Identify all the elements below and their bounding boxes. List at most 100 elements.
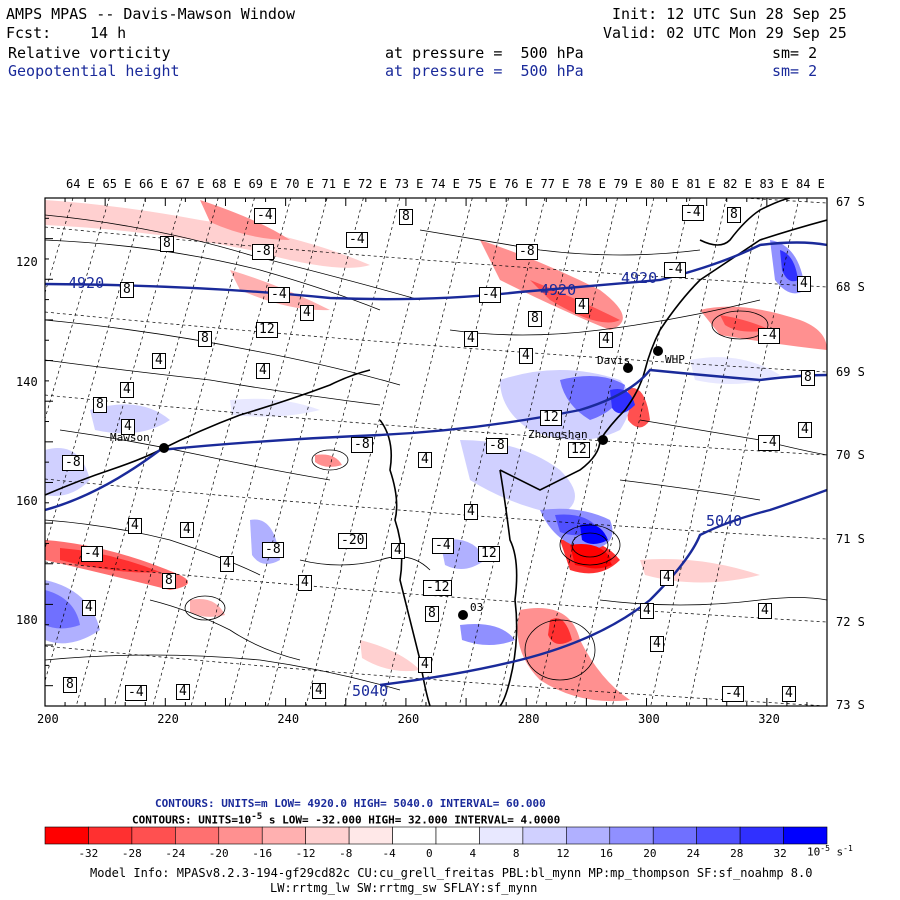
- vorticity-label: 4: [300, 305, 314, 321]
- lon-label: 76 E: [504, 177, 533, 191]
- forecast-hours: 14 h: [90, 24, 127, 42]
- colorbar-tick: -12: [295, 847, 316, 860]
- lon-label: 71 E: [321, 177, 351, 191]
- station-zhongshan-label: Zhongshan: [528, 428, 588, 441]
- colorbar-tick: 16: [599, 847, 614, 860]
- vorticity-label: 8: [162, 573, 176, 589]
- vorticity-label: -8: [351, 437, 373, 453]
- x-tick-label: 300: [638, 712, 660, 726]
- lon-label: 74 E: [431, 177, 460, 191]
- lon-label: 72 E: [358, 177, 387, 191]
- vorticity-label: -4: [125, 685, 147, 701]
- vorticity-label: 4: [640, 603, 654, 619]
- latlon-grid: [45, 198, 827, 706]
- vorticity-label: 12: [478, 546, 500, 562]
- colorbar-tick: 4: [469, 847, 477, 860]
- vorticity-label: 4: [519, 348, 533, 364]
- colorbar-cell: [131, 826, 176, 845]
- vorticity-label: 4: [176, 684, 190, 700]
- contours-vort-prefix: CONTOURS: UNITS=10: [132, 813, 252, 827]
- colorbar-cell: [609, 826, 654, 845]
- x-tick-label: 220: [157, 712, 179, 726]
- vorticity-label: 12: [540, 410, 562, 426]
- vorticity-label: 4: [128, 518, 142, 534]
- colorbar-tick: -20: [208, 847, 229, 860]
- axis-ticks: [44, 197, 828, 707]
- y-tick-label: 140: [16, 375, 38, 389]
- station-03-dot: [458, 610, 468, 620]
- vorticity-label: 8: [801, 370, 815, 386]
- vorticity-label: 8: [425, 606, 439, 622]
- field1-level: at pressure = 500 hPa: [385, 44, 584, 62]
- vorticity-label: -8: [62, 455, 84, 471]
- contours-vort-exp: -5: [251, 811, 263, 822]
- colorbar-units-base: 10: [807, 845, 821, 859]
- vorticity-label: 4: [797, 276, 811, 292]
- station-whp-label: WHP: [665, 353, 685, 366]
- vorticity-label: 4: [82, 600, 96, 616]
- colorbar-tick: -24: [165, 847, 186, 860]
- lat-label: 68 S: [836, 280, 865, 294]
- lon-label: 80 E: [650, 177, 679, 191]
- lon-label: 79 E: [613, 177, 643, 191]
- x-tick-label: 200: [37, 712, 59, 726]
- vorticity-label: 4: [418, 452, 432, 468]
- colorbar-cell: [522, 826, 567, 845]
- vorticity-label: -4: [758, 328, 780, 344]
- vorticity-label: 4: [391, 543, 405, 559]
- vorticity-label: 4: [418, 657, 432, 673]
- lon-label: 81 E: [686, 177, 716, 191]
- lat-label: 67 S: [836, 195, 865, 209]
- plot-frame: [44, 197, 828, 707]
- colorbar-cell: [305, 826, 350, 845]
- vorticity-label: 8: [120, 282, 134, 298]
- contours-vort-tail: s LOW= -32.000 HIGH= 32.000 INTERVAL= 4.…: [268, 813, 561, 827]
- lon-label: 69 E: [248, 177, 278, 191]
- field1-smoothing: sm= 2: [772, 44, 818, 62]
- colorbar-cell: [566, 826, 611, 845]
- colorbar-cell: [261, 826, 306, 845]
- colorbar-cell: [652, 826, 697, 845]
- vorticity-label: 8: [198, 331, 212, 347]
- colorbar-units: 10-5 s-1: [807, 844, 853, 859]
- vorticity-label: -8: [262, 542, 284, 558]
- colorbar-cell: [435, 826, 480, 845]
- lat-label: 70 S: [836, 448, 865, 462]
- forecast-label: Fcst:: [6, 24, 52, 42]
- vorticity-label: -4: [722, 686, 744, 702]
- station-zhongshan-dot: [598, 435, 608, 445]
- vorticity-label: 8: [160, 236, 174, 252]
- init-time: Init: 12 UTC Sun 28 Sep 25: [612, 5, 847, 23]
- lon-label: 78 E: [577, 177, 606, 191]
- field2-level: at pressure = 500 hPa: [385, 62, 584, 80]
- height-label: 4920: [621, 269, 658, 287]
- height-label: 5040: [706, 512, 743, 530]
- colorbar-tick: -32: [78, 847, 99, 860]
- lat-label: 71 S: [836, 532, 865, 546]
- station-03-label: 03: [470, 601, 484, 614]
- vorticity-label: -8: [486, 438, 508, 454]
- colorbar-tick: 24: [686, 847, 700, 860]
- vorticity-label: -4: [346, 232, 368, 248]
- colorbar: [44, 826, 828, 845]
- vorticity-label: -4: [432, 538, 454, 554]
- map-title: AMPS MPAS -- Davis-Mawson Window: [6, 5, 295, 23]
- lon-label: 68 E: [212, 177, 241, 191]
- lat-label: 69 S: [836, 365, 865, 379]
- vorticity-label: -4: [682, 205, 704, 221]
- colorbar-cell: [44, 826, 89, 845]
- x-tick-label: 260: [397, 712, 420, 726]
- colorbar-cell: [696, 826, 741, 845]
- colorbar-tick: -28: [121, 847, 142, 860]
- valid-time: Valid: 02 UTC Mon 29 Sep 25: [603, 24, 847, 42]
- height-label: 5040: [352, 682, 389, 700]
- vorticity-label: -4: [268, 287, 290, 303]
- colorbar-cell: [392, 826, 437, 845]
- model-info-line1: Model Info: MPASv8.2.3-194-gf29cd82c CU:…: [90, 866, 813, 880]
- vorticity-label: 4: [120, 382, 134, 398]
- colorbar-units-exp2: -1: [843, 844, 853, 853]
- vorticity-label: 4: [121, 419, 135, 435]
- x-tick-label: 280: [517, 712, 540, 726]
- field2-name: Geopotential height: [8, 62, 180, 80]
